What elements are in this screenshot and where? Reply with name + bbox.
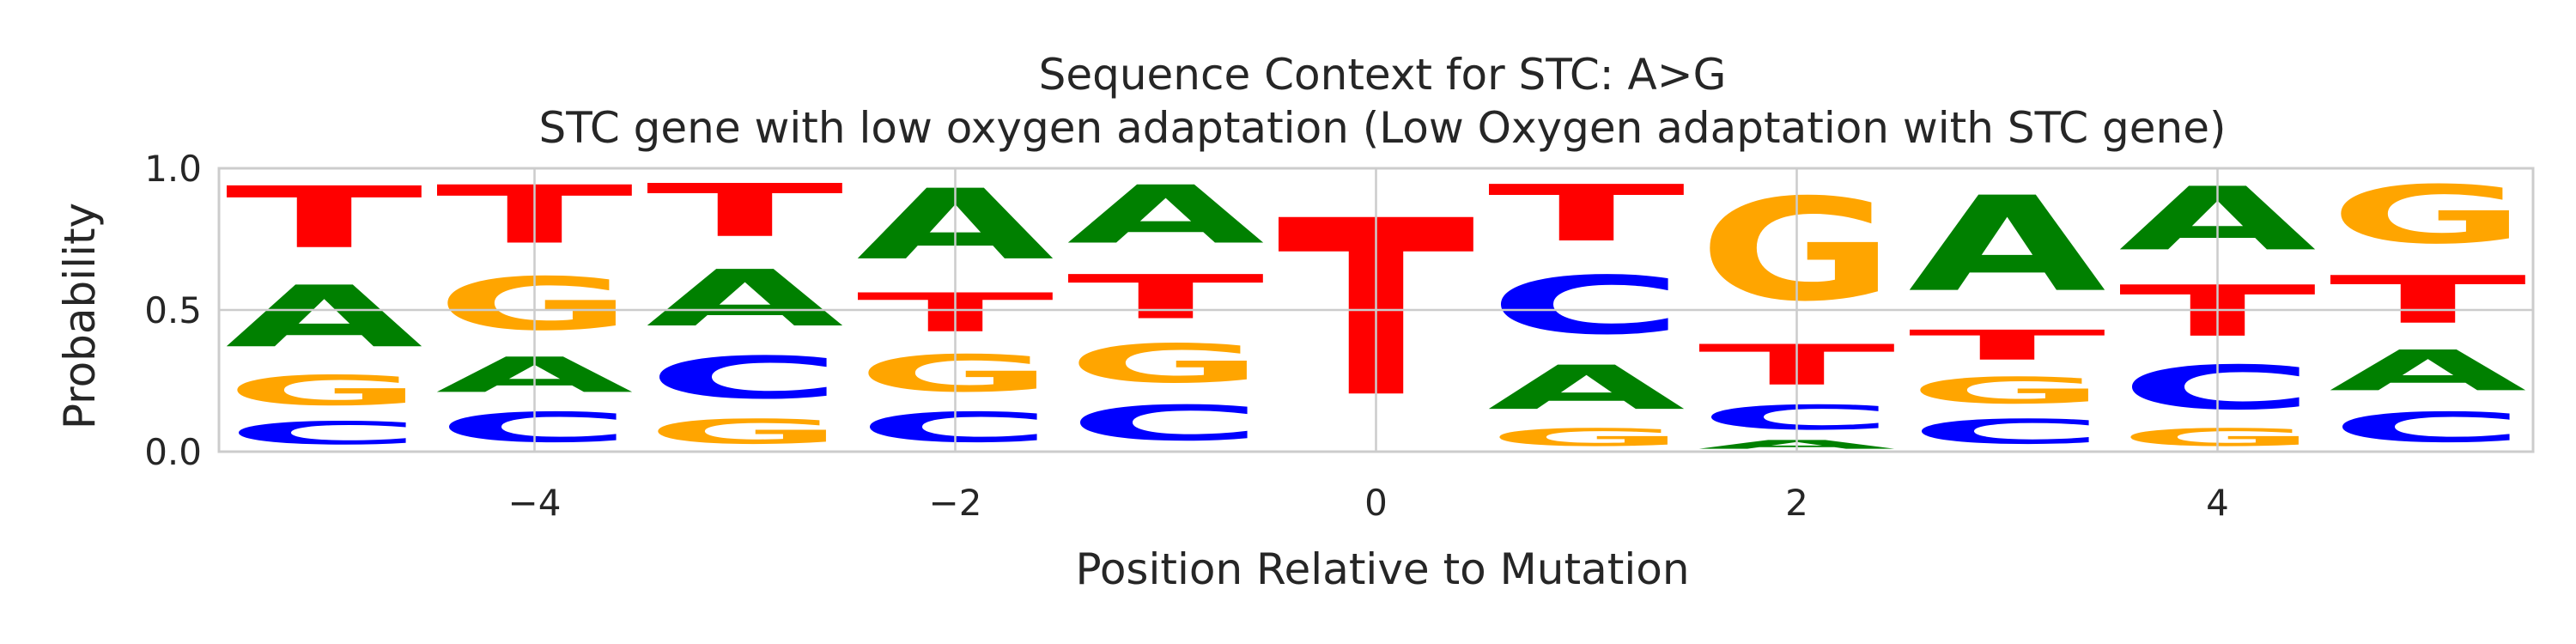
x-tick-label: −2 [929, 482, 982, 524]
y-tick-labels: 0.0 0.5 1.0 [144, 148, 202, 473]
logo-letter-c: C [646, 344, 843, 412]
logo-letter-c: C [225, 415, 422, 452]
logo-letter-t: T [1908, 321, 2105, 369]
chart-subtitle: STC gene with low oxygen adaptation (Low… [539, 103, 2227, 153]
logo-letter-a: A [646, 253, 843, 343]
x-tick-label: −4 [508, 482, 562, 524]
logo-letter-a: A [1066, 168, 1264, 262]
y-tick-label: 1.0 [144, 148, 202, 190]
logo-letter-g: G [1487, 423, 1685, 452]
logo-letter-c: C [1908, 412, 2105, 452]
x-tick-label: 4 [2206, 482, 2229, 524]
logo-letter-t: T [1487, 169, 1685, 259]
x-axis-label: Position Relative to Mutation [1075, 544, 1689, 594]
x-tick-labels: −4 −2 0 2 4 [508, 482, 2229, 524]
y-axis-label: Probability [55, 203, 105, 429]
logo-letter-a: A [1487, 353, 1685, 423]
logo-letter-t: T [646, 169, 843, 253]
logo-letter-t: T [225, 168, 422, 267]
logo-letter-t: T [2329, 262, 2526, 338]
logo-letter-g: G [2329, 169, 2526, 262]
chart-title: Sequence Context for STC: A>G [1039, 50, 1727, 100]
logo-letter-c: C [1066, 395, 1264, 452]
logo-letter-g: G [225, 367, 422, 415]
logo-letter-g: G [1908, 370, 2105, 412]
plot-frame [217, 167, 2535, 453]
logo-letter-c: C [2329, 404, 2526, 452]
logo-letter-a: A [225, 268, 422, 367]
logo-letter-a: A [2329, 338, 2526, 404]
logo-letter-t: T [1066, 262, 1264, 332]
logo-letter-g: G [646, 412, 843, 452]
y-tick-label: 0.0 [144, 431, 202, 473]
logo-letter-c: C [1487, 259, 1685, 353]
logo-letter-g: G [1066, 332, 1264, 394]
x-tick-label: 2 [1785, 482, 1808, 524]
x-tick-label: 0 [1364, 482, 1388, 524]
y-tick-label: 0.5 [144, 289, 202, 331]
logo-letter-a: A [1908, 169, 2105, 321]
